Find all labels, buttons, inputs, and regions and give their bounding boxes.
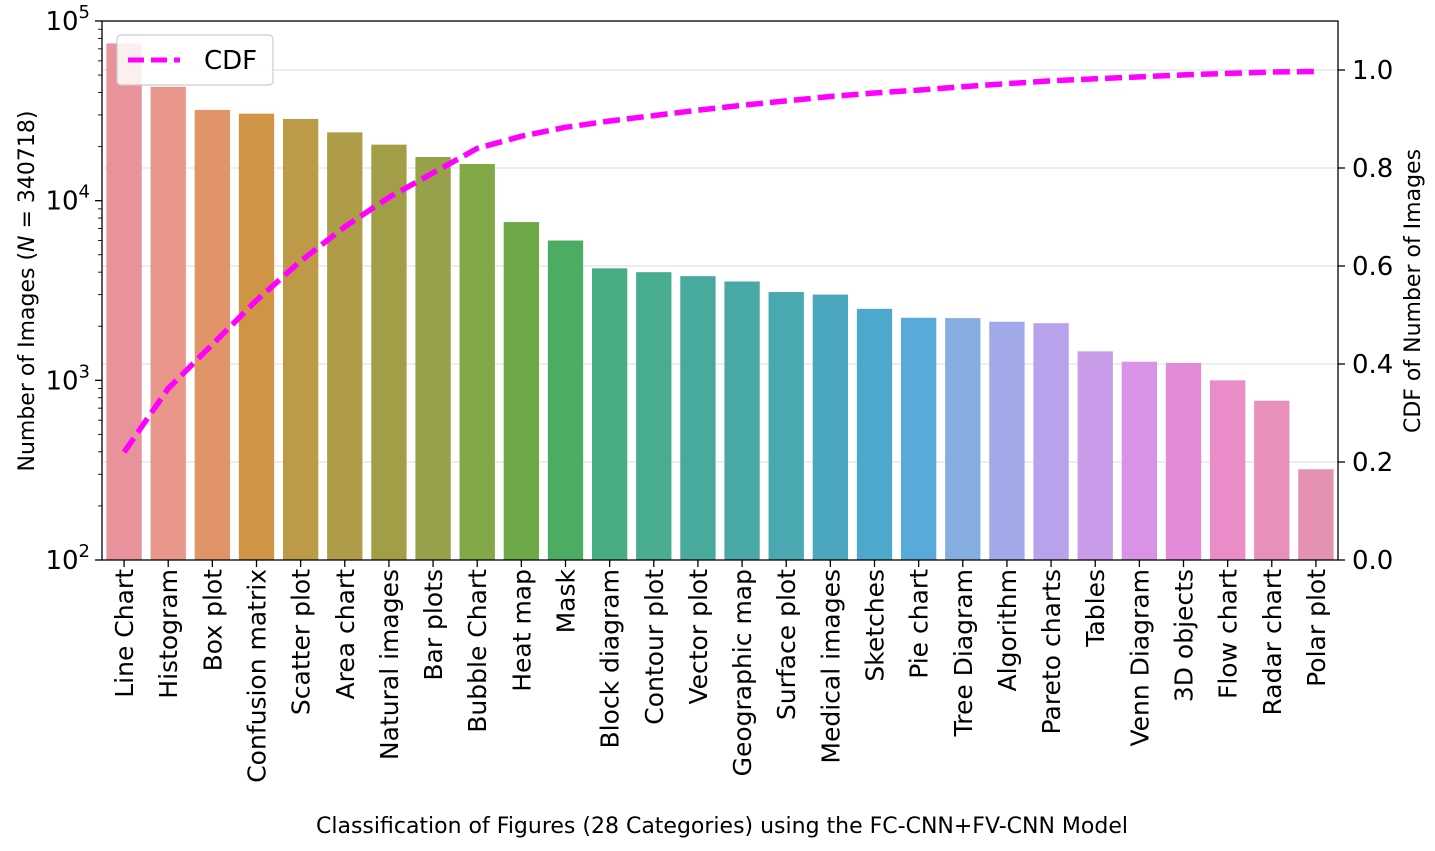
x-tick-label: Box plot [198,569,227,672]
x-tick-label: Natural images [375,569,404,760]
y-tick-label: 105 [45,2,90,37]
x-tick-label: Pareto charts [1037,569,1066,734]
bar-radar-chart [1254,400,1290,560]
x-tick-label: Mask [552,568,581,633]
bar-vector-plot [680,276,716,560]
y-axis-title-before: Number of Images ( [15,252,40,472]
x-tick-label: Line Chart [110,569,139,698]
bar-sketches [856,308,893,560]
x-tick-label: Radar chart [1258,569,1287,716]
bar-pareto-charts [1033,323,1069,560]
bar-3d-objects [1165,362,1202,560]
x-tick-label: Medical images [816,569,845,764]
x-tick-label: Histogram [154,569,183,699]
bar-flow-chart [1209,380,1246,560]
x-tick-label: Venn Diagram [1125,569,1154,747]
x-tick-label: Tables [1081,569,1110,648]
bar-natural-images [371,144,407,560]
x-tick-label: Sketches [861,569,890,682]
bar-venn-diagram [1121,361,1158,560]
y2-axis-title: CDF of Number of Images [1401,149,1426,433]
y2-tick-label: 0.8 [1352,154,1393,184]
x-tick-label: Scatter plot [287,569,316,715]
y-tick-label: 102 [45,541,90,576]
y2-tick-label: 0.4 [1352,350,1393,380]
y-axis-title-after: = 340718) [15,111,40,236]
x-tick-label: Bar plots [419,569,448,681]
bar-polar-plot [1298,469,1334,560]
y-axis-title-var: N [15,236,40,252]
bar-contour-plot [636,272,672,560]
x-tick-label: Area chart [331,569,360,700]
x-tick-label: Contour plot [640,569,669,725]
left-axis: 102 103 104 105 [45,2,102,576]
legend-box [116,34,274,86]
y2-tick-label: 0.6 [1352,252,1393,282]
legend: CDF [116,34,274,86]
x-tick-label: Algorithm [993,569,1022,691]
x-tick-label: 3D objects [1170,569,1199,702]
y-tick-label: 103 [45,361,90,396]
legend-cdf-label: CDF [204,46,257,76]
bar-geographic-map [724,281,760,560]
plot-frame [101,20,1339,561]
x-tick-label: Flow chart [1214,569,1243,699]
bar-medical-images [812,294,849,560]
bar-line-chart [106,43,142,560]
bar-algorithm [989,321,1025,560]
bar-tree-diagram [945,318,981,560]
y-axis-title: Number of Images (N = 340718) [15,111,40,472]
cdf-layer [121,68,1316,454]
y2-tick-label: 1.0 [1352,56,1393,86]
bar-pie-chart [900,317,937,560]
bar-area-chart [327,132,363,560]
bar-confusion-matrix [238,113,275,561]
x-axis-title: Classification of Figures (28 Categories… [316,814,1128,839]
x-tick-label: Pie chart [905,569,934,679]
x-tick-label: Heat map [507,569,536,692]
y-tick-label: 104 [45,182,90,217]
bar-tables [1077,351,1113,560]
bar-scatter-plot [282,118,319,561]
cdf-line [121,68,1316,454]
right-axis: 0.0 0.2 0.4 0.6 0.8 1.0 [1338,56,1393,576]
bar-mask [547,240,584,560]
x-tick-label: Surface plot [772,569,801,720]
bars-layer [106,43,1334,561]
x-tick-label: Geographic map [728,569,757,776]
x-tick-label: Bubble Chart [463,569,492,733]
x-axis: Line Chart Histogram Box plot Confusion mat… [110,560,1331,783]
x-tick-label: Confusion matrix [243,569,272,783]
x-tick-label: Vector plot [684,569,713,705]
y2-tick-label: 0.2 [1352,448,1393,478]
x-tick-label: Tree Diagram [949,569,978,737]
bar-bubble-chart [459,163,495,560]
x-tick-label: Block diagram [596,569,625,749]
bar-surface-plot [768,292,804,560]
bar-histogram [150,86,186,560]
y2-tick-label: 0.0 [1352,546,1393,576]
bar-bar-plots [415,157,451,560]
bar-heat-map [503,222,540,560]
x-tick-label: Polar plot [1302,569,1331,687]
bar-block-diagram [591,268,628,560]
